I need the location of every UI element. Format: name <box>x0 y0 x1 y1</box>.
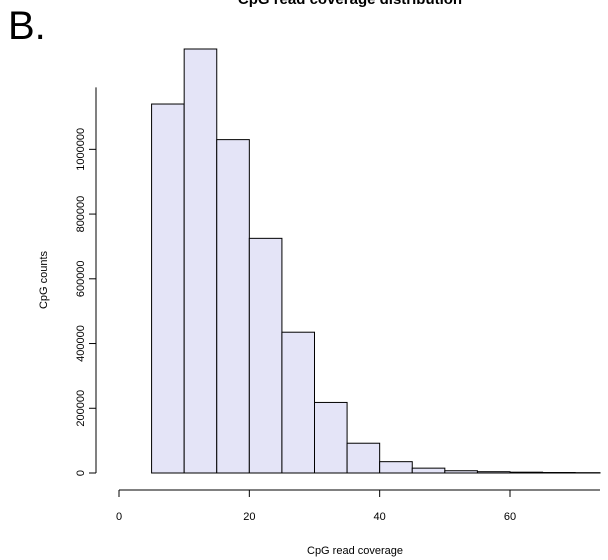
y-tick-label: 0 <box>75 470 87 476</box>
y-axis-title: CpG counts <box>38 250 50 309</box>
x-axis-title: CpG read coverage <box>307 545 403 557</box>
histogram-bar <box>379 461 413 474</box>
x-tick-label: 0 <box>116 511 122 523</box>
histogram-bar <box>444 470 478 474</box>
x-tick-label: 40 <box>374 511 386 523</box>
histogram-bar <box>216 139 250 474</box>
panel-label: B. <box>8 4 46 48</box>
y-axis: 0 200000 400000 600000 800000 1000000 <box>75 87 97 476</box>
histogram-bar <box>281 331 315 474</box>
histogram-bar <box>183 48 218 474</box>
x-tick-label: 20 <box>243 511 255 523</box>
histogram-bar <box>346 442 381 474</box>
histogram-bar <box>476 471 511 474</box>
x-axis: 0 20 40 60 <box>116 489 600 523</box>
histogram-bar <box>314 401 348 474</box>
histogram-bars <box>151 48 601 474</box>
y-tick-label: 1000000 <box>75 128 87 171</box>
x-tick-label: 60 <box>504 511 516 523</box>
y-tick-label: 600000 <box>75 260 87 297</box>
histogram-bar <box>151 103 185 474</box>
chart-title: CpG read coverage distribution <box>0 0 608 8</box>
histogram-bar <box>248 237 283 474</box>
histogram-bar <box>509 471 544 474</box>
histogram-bar <box>411 467 446 474</box>
y-tick-label: 400000 <box>75 325 87 362</box>
y-tick-label: 800000 <box>75 196 87 233</box>
y-tick-label: 200000 <box>75 390 87 427</box>
